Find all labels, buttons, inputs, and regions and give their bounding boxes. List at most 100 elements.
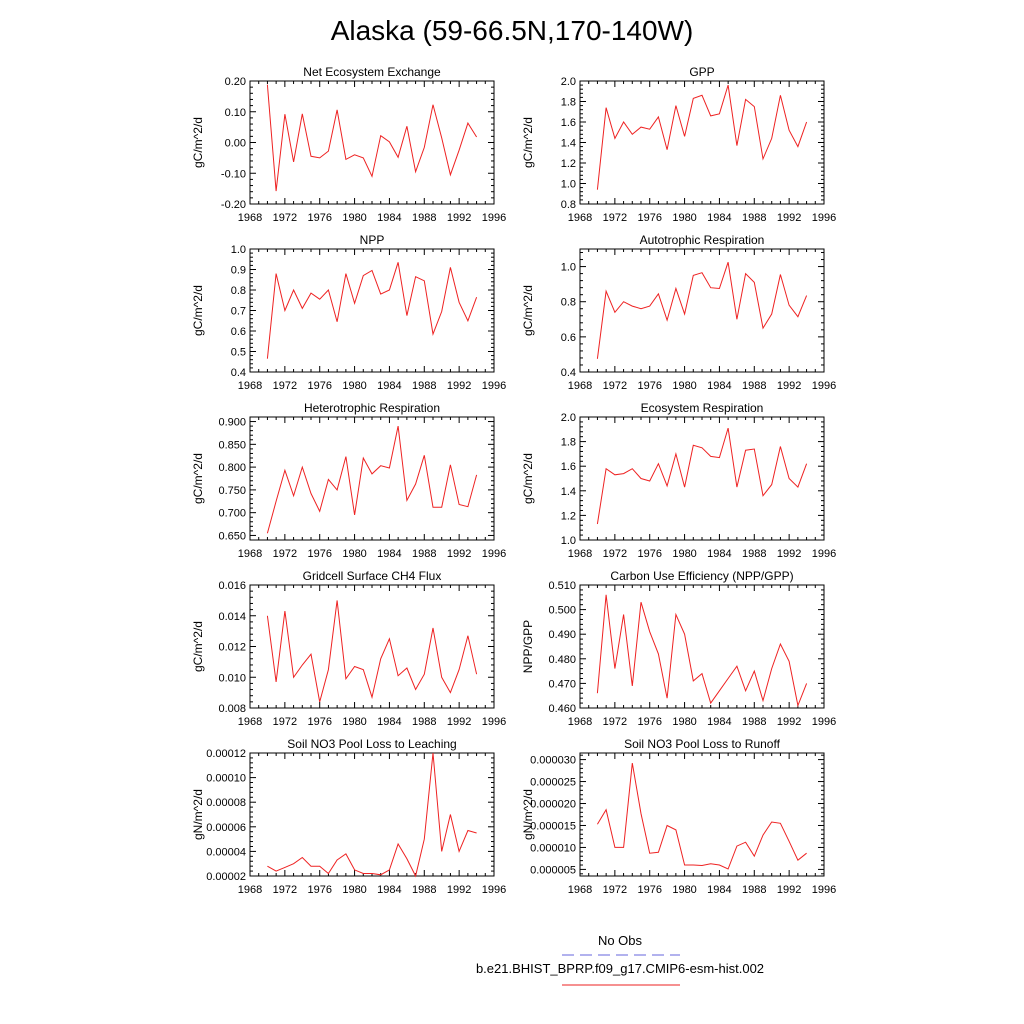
y-tick-label: 0.5 [231,347,246,359]
x-tick-label: 1972 [603,884,627,896]
x-tick-label: 1988 [412,716,436,728]
y-axis-label: gN/m^2/d [191,789,205,840]
y-axis-label: gN/m^2/d [521,789,535,840]
y-tick-label: 0.20 [225,76,246,88]
y-tick-label: 0.500 [548,605,576,617]
x-tick-label: 1992 [447,884,471,896]
y-tick-label: 0.012 [218,642,246,654]
chart-panel-6: Ecosystem Respiration 1968 1972 1976 1980 198… [521,401,836,560]
x-tick-label: 1976 [307,380,331,392]
x-tick-label: 1992 [777,380,801,392]
chart-panel-7: Gridcell Surface CH4 Flux 1968 1972 1976 198… [191,569,506,728]
x-tick-label: 1976 [307,884,331,896]
plot-frame [249,416,495,541]
panel-title: Soil NO3 Pool Loss to Runoff [624,737,781,751]
plot-frame [249,752,495,877]
y-tick-label: 0.000030 [530,755,576,767]
chart-panel-1: Net Ecosystem Exchange 1968 1972 1976 1980 19… [191,65,506,224]
y-tick-label: 2.0 [561,412,576,424]
series-line [266,425,478,534]
x-tick-label: 1984 [707,884,731,896]
chart-panel-10: Soil NO3 Pool Loss to Runoff 1968 1972 1976… [521,737,836,896]
x-tick-label: 1980 [672,212,696,224]
chart-panels: Net Ecosystem Exchange 1968 1972 1976 1980 19… [191,65,836,896]
x-tick-label: 1968 [568,212,592,224]
y-tick-label: 0.900 [218,417,246,429]
panel-title: Net Ecosystem Exchange [303,65,441,79]
y-axis-label: gC/m^2/d [191,117,205,168]
y-tick-label: 0.00008 [206,797,246,809]
plot-frame [249,584,495,709]
x-tick-label: 1976 [307,548,331,560]
y-tick-label: 0.6 [231,326,246,338]
x-tick-label: 1976 [307,212,331,224]
y-tick-label: 0.460 [548,703,576,715]
y-tick-label: 0.700 [218,508,246,520]
chart-panel-5: Heterotrophic Respiration 1968 1972 1976 198… [191,401,506,560]
x-tick-label: 1972 [603,716,627,728]
x-tick-label: 1988 [742,212,766,224]
x-tick-label: 1996 [812,884,836,896]
x-tick-label: 1972 [273,212,297,224]
y-tick-label: 1.6 [561,461,576,473]
x-tick-label: 1984 [377,884,401,896]
x-tick-label: 1992 [777,212,801,224]
y-tick-label: 0.016 [218,580,246,592]
y-tick-label: 0.010 [218,672,246,684]
y-tick-label: 0.000010 [530,842,576,854]
x-tick-label: 1988 [412,548,436,560]
y-tick-label: 1.6 [561,117,576,129]
x-tick-label: 1968 [568,548,592,560]
y-tick-label: 0.00002 [206,871,246,883]
y-tick-label: 1.4 [561,138,576,150]
y-tick-label: 0.8 [561,297,576,309]
y-tick-label: 0.480 [548,654,576,666]
x-tick-label: 1996 [812,380,836,392]
x-tick-label: 1988 [742,548,766,560]
x-tick-label: 1984 [377,380,401,392]
x-tick-label: 1988 [412,212,436,224]
x-tick-label: 1996 [482,380,506,392]
x-tick-label: 1992 [777,884,801,896]
series-line [266,84,478,192]
y-tick-label: 0.650 [218,530,246,542]
legend: No Obs b.e21.BHIST_BPRP.f09_g17.CMIP6-es… [476,933,764,986]
x-tick-label: 1980 [342,212,366,224]
y-tick-label: 0.800 [218,462,246,474]
x-tick-label: 1988 [412,380,436,392]
y-tick-label: 1.4 [561,486,576,498]
panel-title: NPP [360,233,385,247]
x-tick-label: 1996 [812,716,836,728]
x-tick-label: 1996 [482,212,506,224]
y-axis-label: gC/m^2/d [191,453,205,504]
x-tick-label: 1988 [742,716,766,728]
y-tick-label: 0.008 [218,703,246,715]
x-tick-label: 1980 [672,548,696,560]
x-tick-label: 1976 [637,884,661,896]
y-axis-label: gC/m^2/d [521,285,535,336]
x-tick-label: 1976 [637,548,661,560]
y-tick-label: 0.510 [548,580,576,592]
y-axis-label: gC/m^2/d [521,117,535,168]
y-tick-label: 1.2 [561,510,576,522]
x-tick-label: 1972 [273,884,297,896]
y-tick-label: 0.000020 [530,799,576,811]
x-tick-label: 1976 [637,212,661,224]
y-tick-label: 0.000025 [530,777,576,789]
x-tick-label: 1988 [742,884,766,896]
y-tick-label: 0.4 [231,367,246,379]
panel-title: Carbon Use Efficiency (NPP/GPP) [610,569,793,583]
panel-title: Ecosystem Respiration [641,401,764,415]
x-tick-label: 1984 [377,548,401,560]
series-line [266,262,478,359]
plot-frame [579,584,825,709]
chart-panel-4: Autotrophic Respiration 1968 1972 1976 1980 1… [521,233,836,392]
series-line [266,600,478,703]
panel-title: Gridcell Surface CH4 Flux [303,569,442,583]
x-tick-label: 1988 [742,380,766,392]
y-tick-label: 0.470 [548,678,576,690]
x-tick-label: 1980 [672,884,696,896]
x-tick-label: 1972 [603,380,627,392]
y-tick-label: 0.10 [225,107,246,119]
y-tick-label: 0.850 [218,439,246,451]
